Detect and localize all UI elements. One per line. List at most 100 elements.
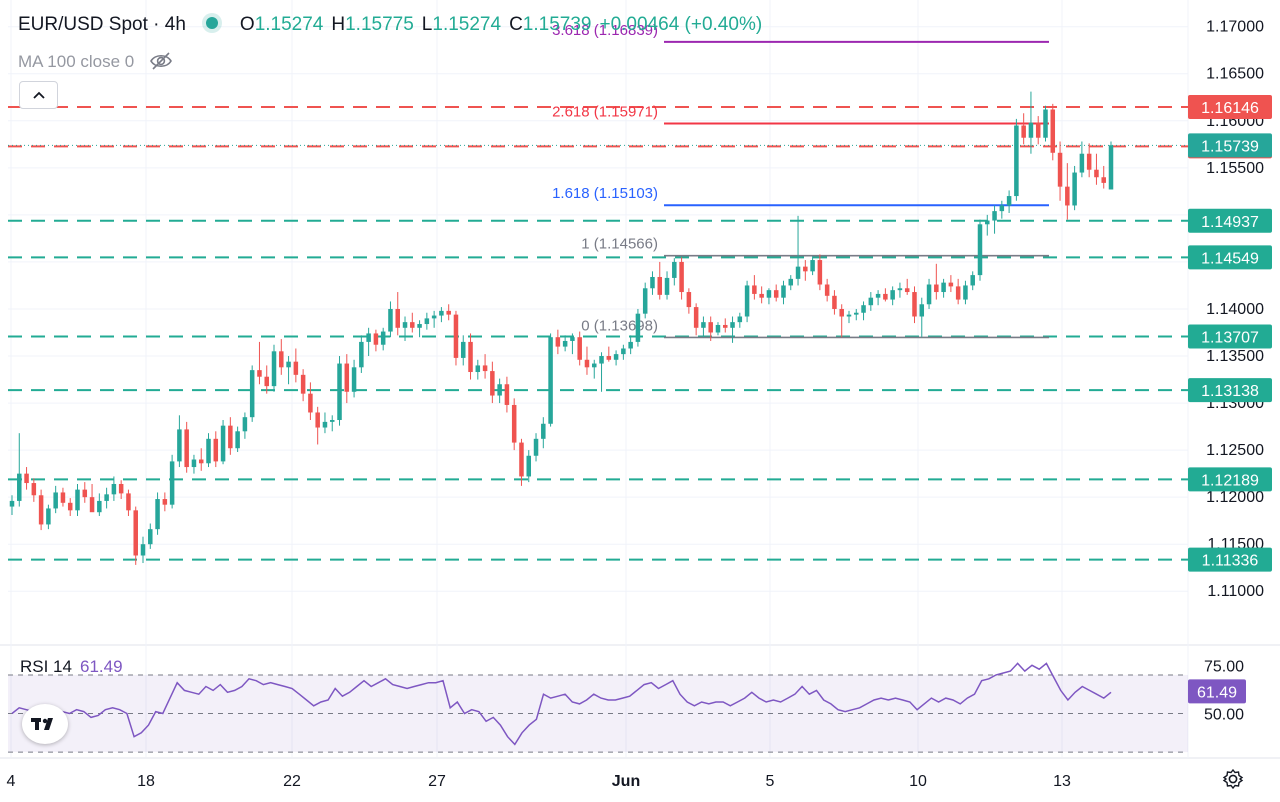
candle-body — [388, 308, 393, 332]
candle-body — [985, 220, 990, 225]
candle-body — [1035, 122, 1041, 138]
candle-body — [737, 316, 743, 323]
level-price-tag — [1188, 208, 1272, 233]
candle-body — [351, 367, 357, 392]
candle-body — [475, 365, 481, 373]
candle-body — [140, 544, 146, 556]
symbol-title[interactable]: EUR/USD Spot · 4h — [18, 14, 186, 35]
candle-body — [1101, 177, 1106, 183]
candle-body — [781, 285, 786, 298]
candle-body — [955, 286, 961, 300]
high-value: 1.15775 — [345, 14, 414, 35]
indicator-label: MA 100 close 0 — [18, 52, 135, 71]
candle-body — [366, 333, 371, 342]
price-tick-label: 1.14000 — [1206, 301, 1264, 318]
candle-body — [1108, 145, 1114, 190]
candle-body — [439, 310, 444, 316]
time-tick-label: 5 — [766, 773, 775, 790]
level-price-tag-text: 1.14549 — [1201, 250, 1259, 267]
candle-body — [839, 308, 844, 317]
horizontal-levels — [8, 106, 1188, 561]
candle-body — [1094, 169, 1099, 178]
candle-body — [861, 305, 866, 313]
candle-body — [17, 473, 22, 501]
candle-body — [395, 308, 400, 328]
last-price-tag-text: 1.15739 — [1201, 138, 1259, 155]
candle-body — [970, 275, 975, 286]
time-tick-label: 27 — [428, 773, 446, 790]
candle-body — [111, 483, 117, 495]
candle-body — [810, 260, 815, 272]
rsi-legend[interactable]: RSI 14 61.49 — [20, 657, 123, 677]
low-label: L — [421, 14, 433, 35]
candle-body — [191, 459, 197, 468]
candle-body — [562, 340, 568, 347]
candle-body — [992, 211, 997, 221]
candle-body — [875, 293, 881, 298]
candle-body — [402, 322, 408, 328]
candles — [9, 91, 1114, 565]
price-tick-label: 1.12500 — [1206, 442, 1264, 459]
candle-body — [228, 425, 233, 449]
eye-hidden-icon[interactable] — [149, 51, 173, 76]
level-price-tag-text: 1.13707 — [1201, 330, 1259, 347]
close-value: 1.15739 — [522, 14, 592, 35]
price-tick-label: 1.12000 — [1206, 489, 1264, 506]
candle-body — [169, 461, 175, 505]
candle-body — [730, 322, 735, 328]
rsi-tick-label: 50.00 — [1204, 707, 1244, 724]
candle-body — [89, 497, 95, 513]
tradingview-logo[interactable] — [22, 704, 68, 744]
candle-body — [934, 284, 939, 293]
candle-body — [606, 356, 612, 360]
time-tick-label: 10 — [909, 773, 927, 790]
candle-body — [795, 266, 801, 279]
candle-body — [67, 502, 73, 511]
candle-body — [912, 292, 917, 317]
indicator-legend[interactable]: MA 100 close 0 — [18, 51, 173, 76]
candle-body — [526, 455, 532, 477]
time-tick-label: 22 — [283, 773, 301, 790]
rsi-label: RSI 14 — [20, 657, 72, 676]
candle-body — [104, 494, 109, 501]
candle-body — [708, 322, 713, 333]
candle-body — [148, 529, 153, 545]
candle-body — [198, 459, 204, 464]
candle-body — [977, 224, 983, 276]
low-value: 1.15274 — [432, 14, 502, 35]
candle-body — [904, 288, 910, 293]
candle-body — [642, 288, 648, 314]
fib-level-label: 3.618 (1.16839) — [552, 22, 658, 39]
candle-body — [591, 363, 597, 368]
candle-body — [854, 312, 859, 315]
price-tick-label: 1.13500 — [1206, 348, 1264, 365]
candle-body — [460, 341, 466, 358]
candle-body — [482, 365, 488, 372]
level-price-tag-text: 1.14937 — [1201, 214, 1259, 231]
candle-body — [344, 363, 350, 392]
candle-body — [184, 429, 189, 468]
candle-body — [504, 384, 510, 405]
collapse-legend-button[interactable] — [19, 81, 58, 109]
rsi-panel: 75.00 50.00 61.49 — [8, 658, 1246, 753]
candle-body — [446, 310, 451, 315]
candle-body — [919, 304, 925, 317]
settings-icon[interactable] — [1222, 768, 1244, 790]
candle-body — [788, 278, 794, 286]
candle-body — [155, 499, 160, 530]
candle-body — [817, 260, 823, 285]
candle-body — [322, 421, 328, 428]
price-tick-label: 1.15500 — [1206, 160, 1264, 177]
candle-body — [380, 331, 386, 345]
candle-body — [570, 337, 575, 341]
candle-body — [1006, 196, 1012, 206]
candle-body — [31, 483, 37, 496]
candle-body — [133, 510, 138, 556]
last-price-tag — [1188, 133, 1272, 158]
level-price-tag — [1188, 378, 1272, 403]
level-price-tag-text: 1.12189 — [1201, 472, 1259, 489]
candle-body — [329, 420, 335, 422]
candle-body — [38, 495, 44, 525]
open-label: O — [239, 14, 255, 35]
